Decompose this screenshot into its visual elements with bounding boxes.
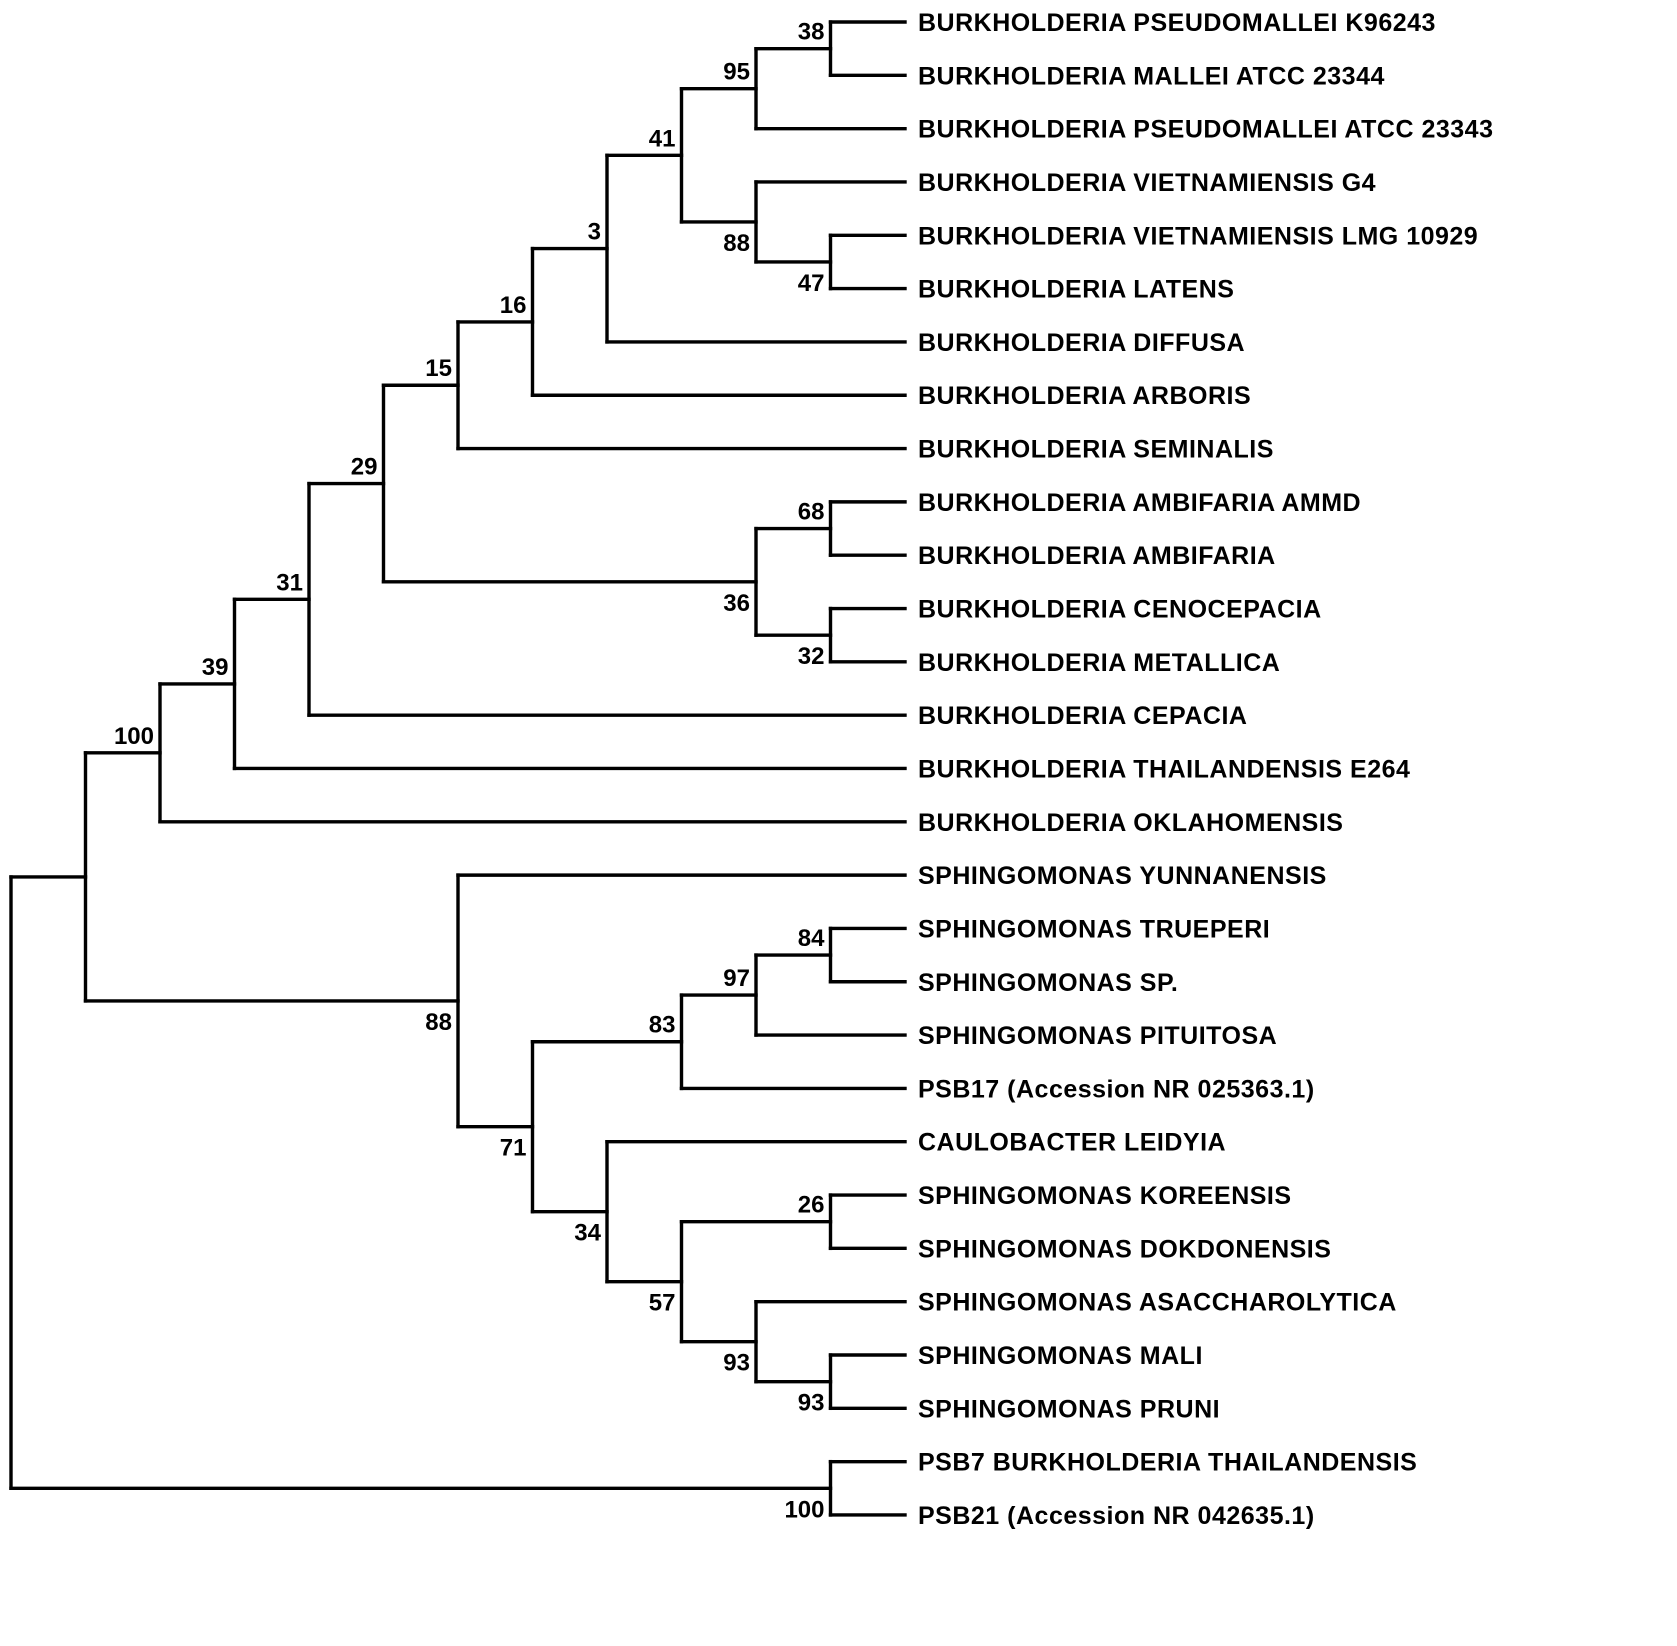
taxon-name-label: SPHINGOMONAS ASACCHAROLYTICA — [918, 1289, 1397, 1317]
bootstrap-value-label: 38 — [798, 19, 825, 46]
bootstrap-value-label: 71 — [500, 1135, 527, 1162]
taxon-name-label: BURKHOLDERIA CENOCEPACIA — [918, 596, 1322, 624]
bootstrap-value-label: 100 — [784, 1496, 824, 1523]
taxon-name-label: CAULOBACTER LEIDYIA — [918, 1129, 1226, 1157]
taxon-name-label: SPHINGOMONAS SP. — [918, 969, 1178, 997]
bootstrap-value-label: 95 — [723, 59, 750, 86]
bootstrap-value-label: 3 — [588, 219, 601, 246]
taxon-name-label: BURKHOLDERIA METALLICA — [918, 649, 1280, 677]
taxon-name-label: BURKHOLDERIA MALLEI ATCC 23344 — [918, 62, 1385, 90]
bootstrap-value-label: 41 — [649, 125, 676, 152]
bootstrap-value-label: 88 — [723, 230, 750, 257]
bootstrap-value-label: 16 — [500, 292, 527, 319]
bootstrap-value-label: 15 — [425, 355, 452, 382]
bootstrap-value-label: 26 — [798, 1192, 825, 1219]
bootstrap-value-label: 29 — [351, 454, 378, 481]
taxon-name-label: BURKHOLDERIA PSEUDOMALLEI K96243 — [918, 9, 1436, 37]
bootstrap-value-label: 34 — [574, 1220, 601, 1247]
taxon-name-label: BURKHOLDERIA VIETNAMIENSIS G4 — [918, 169, 1376, 197]
taxon-name-label: SPHINGOMONAS DOKDONENSIS — [918, 1235, 1331, 1263]
taxon-name-label: BURKHOLDERIA CEPACIA — [918, 702, 1247, 730]
bootstrap-value-label: 84 — [798, 925, 825, 952]
taxon-name-label: BURKHOLDERIA VIETNAMIENSIS LMG 10929 — [918, 222, 1478, 250]
taxon-name-label: SPHINGOMONAS KOREENSIS — [918, 1182, 1292, 1210]
taxon-name-label: BURKHOLDERIA ARBORIS — [918, 382, 1251, 410]
taxon-name-label: SPHINGOMONAS PRUNI — [918, 1395, 1220, 1423]
taxon-name-label: BURKHOLDERIA DIFFUSA — [918, 329, 1245, 357]
bootstrap-value-label: 57 — [649, 1290, 676, 1317]
taxon-name-label: BURKHOLDERIA OKLAHOMENSIS — [918, 809, 1343, 837]
bootstrap-value-label: 88 — [425, 1009, 452, 1036]
bootstrap-value-label: 31 — [276, 569, 303, 596]
bootstrap-value-label: 39 — [202, 654, 229, 681]
bootstrap-value-label: 36 — [723, 590, 750, 617]
taxon-name-label: BURKHOLDERIA PSEUDOMALLEI ATCC 23343 — [918, 116, 1493, 144]
bootstrap-value-label: 93 — [723, 1350, 750, 1377]
taxon-name-label: BURKHOLDERIA THAILANDENSIS E264 — [918, 755, 1410, 783]
taxon-name-label: BURKHOLDERIA SEMINALIS — [918, 436, 1274, 464]
taxon-name-label: BURKHOLDERIA LATENS — [918, 276, 1234, 304]
taxon-name-label: SPHINGOMONAS TRUEPERI — [918, 915, 1270, 943]
taxon-name-label: BURKHOLDERIA AMBIFARIA AMMD — [918, 489, 1361, 517]
taxon-name-label: SPHINGOMONAS PITUITOSA — [918, 1022, 1277, 1050]
bootstrap-value-label: 68 — [798, 499, 825, 526]
taxon-name-label: BURKHOLDERIA AMBIFARIA — [918, 542, 1276, 570]
taxon-name-label: PSB17 (Accession NR 025363.1) — [918, 1075, 1315, 1103]
bootstrap-value-label: 83 — [649, 1012, 676, 1039]
taxon-name-label: PSB7 BURKHOLDERIA THAILANDENSIS — [918, 1449, 1417, 1477]
bootstrap-value-label: 93 — [798, 1390, 825, 1417]
bootstrap-value-label: 32 — [798, 643, 825, 670]
bootstrap-value-label: 47 — [798, 270, 825, 297]
bootstrap-value-label: 100 — [114, 723, 154, 750]
taxon-name-label: SPHINGOMONAS MALI — [918, 1342, 1203, 1370]
taxon-name-label: PSB21 (Accession NR 042635.1) — [918, 1502, 1315, 1530]
bootstrap-value-label: 97 — [723, 965, 750, 992]
taxon-name-label: SPHINGOMONAS YUNNANENSIS — [918, 862, 1327, 890]
